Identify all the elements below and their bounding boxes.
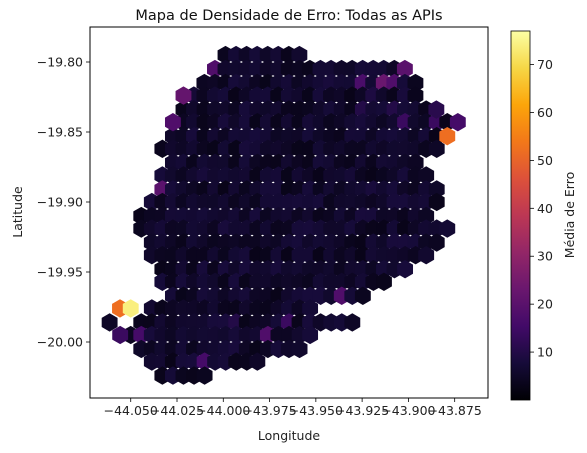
x-tick-label: −43.875: [428, 403, 482, 418]
hex-cell: [196, 366, 213, 385]
x-axis-label: Longitude: [258, 428, 320, 443]
hex-cell: [407, 73, 424, 93]
hex-cell: [397, 260, 414, 279]
plot-area-frame: [89, 26, 489, 399]
hex-cell: [418, 166, 435, 185]
x-tick-label: −44.025: [150, 403, 204, 418]
colorbar-tick-label: 20: [537, 297, 553, 312]
hex-cell: [428, 233, 445, 252]
colorbar-label: Média de Erro: [562, 172, 577, 258]
hex-cell: [164, 113, 181, 132]
colorbar-tick-label: 30: [537, 249, 553, 264]
chart-title: Mapa de Densidade de Erro: Todas as APIs: [135, 8, 442, 24]
hex-cell: [302, 325, 319, 345]
colorbar-ticks: 10 20 30 40 50 60 70: [530, 57, 553, 360]
y-tick-label: −19.90: [37, 195, 83, 210]
hex-cell: [418, 246, 435, 265]
hex-cell: [249, 352, 266, 371]
hex-cell: [439, 127, 456, 146]
colorbar-tick-label: 60: [537, 105, 553, 120]
x-tick-label: −43.975: [242, 403, 296, 418]
hex-cell: [291, 339, 308, 359]
hex-cell: [291, 45, 308, 65]
hexbin-cells: [101, 45, 466, 385]
colorbar-tick-label: 10: [537, 345, 553, 360]
hex-cell: [122, 299, 139, 318]
x-tick-label: −43.900: [381, 403, 435, 418]
hex-cell: [175, 86, 192, 105]
colorbar-tick-label: 70: [537, 57, 553, 72]
y-tick-label: −19.85: [37, 125, 83, 140]
x-axis-ticks: −44.050−44.025−44.000−43.975−43.950−43.9…: [104, 398, 482, 418]
y-tick-label: −20.00: [37, 335, 83, 350]
colorbar-tick-label: 50: [537, 153, 553, 168]
x-tick-label: −44.000: [196, 403, 250, 418]
hex-cell: [428, 180, 445, 199]
y-axis-label: Latitude: [10, 186, 25, 238]
hex-cell: [112, 325, 129, 345]
hex-cell: [407, 86, 424, 105]
hex-cell: [428, 100, 445, 119]
hex-cell: [449, 113, 466, 132]
y-tick-label: −19.80: [37, 55, 83, 70]
colorbar-tick-label: 40: [537, 201, 553, 216]
hex-cell: [354, 286, 371, 305]
hex-cell: [407, 153, 424, 172]
hex-cell: [418, 206, 435, 226]
hex-cell: [376, 272, 392, 291]
hex-cell: [344, 313, 361, 332]
hex-cell: [428, 192, 445, 212]
y-axis-ticks: −19.80 −19.85 −19.90 −19.95 −20.00: [37, 55, 90, 350]
x-tick-label: −44.050: [104, 403, 158, 418]
hex-cell: [396, 59, 413, 79]
colorbar: [510, 30, 531, 401]
hex-cell: [428, 139, 445, 158]
hex-cell: [101, 313, 118, 332]
x-tick-label: −43.925: [335, 403, 389, 418]
hex-cell: [439, 219, 456, 238]
hex-cell: [302, 299, 319, 318]
y-tick-label: −19.95: [37, 265, 83, 280]
x-tick-label: −43.950: [289, 403, 343, 418]
